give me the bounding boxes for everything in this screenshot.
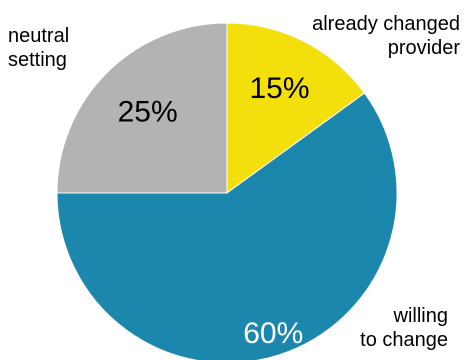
category-label-neutral-line1: neutral <box>8 25 70 47</box>
pie-slice-already-changed-provider <box>226 22 366 194</box>
slice-value-label-neutral-setting: 25% <box>118 96 178 129</box>
pie-slice-neutral-setting <box>56 22 228 194</box>
category-label-neutral: neutral setting <box>8 24 69 72</box>
pie-slice-willing-to-change <box>56 92 398 360</box>
slice-value-label-already-changed-provider: 15% <box>249 72 309 105</box>
category-label-already-changed-line2: provider <box>387 37 460 59</box>
category-label-already-changed-line1: already changed <box>312 13 460 35</box>
slice-value-label-willing-to-change: 60% <box>243 317 303 350</box>
category-label-willing-line1: willing <box>393 305 448 327</box>
category-label-already-changed: already changed provider <box>312 12 460 60</box>
category-label-willing: willing to change <box>360 304 448 352</box>
category-label-neutral-line2: setting <box>8 49 67 71</box>
category-label-willing-line2: to change <box>360 329 448 351</box>
